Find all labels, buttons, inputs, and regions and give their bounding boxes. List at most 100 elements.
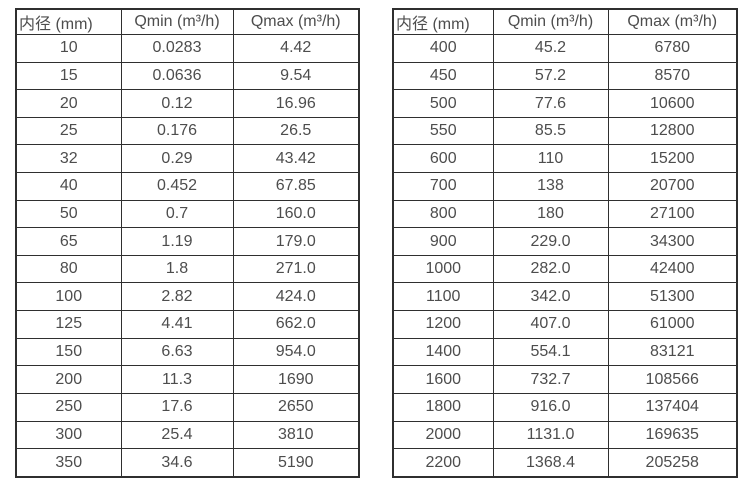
table-row: 800 180 27100 xyxy=(392,199,738,229)
table-cell: 50 xyxy=(15,199,122,229)
table-row: 125 4.41 662.0 xyxy=(15,310,360,339)
table-cell: 51300 xyxy=(607,282,738,312)
table-cell: 407.0 xyxy=(492,310,609,339)
table-cell: 800 xyxy=(392,199,494,229)
table-row: 700 138 20700 xyxy=(392,172,738,201)
table-row: 1000 282.0 42400 xyxy=(392,254,738,284)
table-row: 80 1.8 271.0 xyxy=(15,254,360,284)
table-cell: 4.41 xyxy=(120,310,234,339)
table-cell: 16.96 xyxy=(232,89,360,118)
table-cell: 1200 xyxy=(392,310,494,339)
table-cell: 0.29 xyxy=(120,144,234,174)
table-cell: 271.0 xyxy=(232,254,360,284)
table-cell: 1.19 xyxy=(120,227,234,256)
table-cell: 0.0283 xyxy=(120,34,234,63)
table-row: 20 0.12 16.96 xyxy=(15,89,360,118)
table-cell: 282.0 xyxy=(492,254,609,284)
table-row: 600 110 15200 xyxy=(392,144,738,174)
table-row: 250 17.6 2650 xyxy=(15,392,360,422)
table-row: 300 25.4 3810 xyxy=(15,420,360,450)
table-row: 550 85.5 12800 xyxy=(392,116,738,146)
table-cell: 57.2 xyxy=(492,61,609,91)
table-cell: 65 xyxy=(15,227,122,256)
table-cell: 1600 xyxy=(392,365,494,394)
table-cell: 450 xyxy=(392,61,494,91)
table-cell: 32 xyxy=(15,144,122,174)
table-cell: 10 xyxy=(15,34,122,63)
table-row: 450 57.2 8570 xyxy=(392,61,738,91)
flow-table-dn400-2200: 内径 (mm) Qmin (m³/h) Qmax (m³/h) 400 45.2 6… xyxy=(392,8,738,478)
table-cell: 15200 xyxy=(607,144,738,174)
table-cell: 150 xyxy=(15,337,122,367)
table-cell: 1400 xyxy=(392,337,494,367)
table-cell: 85.5 xyxy=(492,116,609,146)
table-cell: 15 xyxy=(15,61,122,91)
header-qmin: Qmin (m³/h) xyxy=(120,8,234,35)
table-cell: 229.0 xyxy=(492,227,609,256)
table-cell: 61000 xyxy=(607,310,738,339)
table-cell: 1131.0 xyxy=(492,420,609,450)
table-cell: 554.1 xyxy=(492,337,609,367)
table-cell: 6780 xyxy=(607,34,738,63)
table-body: 10 0.0283 4.42 15 0.0636 9.54 20 0.12 16.96 25 0.1… xyxy=(15,34,360,478)
table-cell: 9.54 xyxy=(232,61,360,91)
table-cell: 916.0 xyxy=(492,392,609,422)
table-cell: 11.3 xyxy=(120,365,234,394)
table-cell: 350 xyxy=(15,448,122,478)
header-qmin: Qmin (m³/h) xyxy=(492,8,609,35)
table-cell: 550 xyxy=(392,116,494,146)
table-cell: 600 xyxy=(392,144,494,174)
table-row: 40 0.452 67.85 xyxy=(15,172,360,201)
table-cell: 137404 xyxy=(607,392,738,422)
table-cell: 34.6 xyxy=(120,448,234,478)
table-cell: 1368.4 xyxy=(492,448,609,478)
table-row: 900 229.0 34300 xyxy=(392,227,738,256)
header-inner-diameter: 内径 (mm) xyxy=(15,8,122,35)
table-cell: 20 xyxy=(15,89,122,118)
table-cell: 34300 xyxy=(607,227,738,256)
table-row: 100 2.82 424.0 xyxy=(15,282,360,312)
table-cell: 250 xyxy=(15,392,122,422)
table-row: 400 45.2 6780 xyxy=(392,34,738,63)
table-body: 400 45.2 6780 450 57.2 8570 500 77.6 10600 550 85.… xyxy=(392,34,738,478)
table-cell: 0.176 xyxy=(120,116,234,146)
table-cell: 900 xyxy=(392,227,494,256)
header-inner-diameter: 内径 (mm) xyxy=(392,8,494,35)
table-cell: 6.63 xyxy=(120,337,234,367)
table-cell: 5190 xyxy=(232,448,360,478)
table-row: 500 77.6 10600 xyxy=(392,89,738,118)
table-row: 50 0.7 160.0 xyxy=(15,199,360,229)
table-cell: 400 xyxy=(392,34,494,63)
table-row: 1200 407.0 61000 xyxy=(392,310,738,339)
table-cell: 0.452 xyxy=(120,172,234,201)
table-cell: 424.0 xyxy=(232,282,360,312)
table-row: 25 0.176 26.5 xyxy=(15,116,360,146)
table-cell: 1690 xyxy=(232,365,360,394)
table-cell: 179.0 xyxy=(232,227,360,256)
table-cell: 4.42 xyxy=(232,34,360,63)
table-cell: 42400 xyxy=(607,254,738,284)
table-cell: 77.6 xyxy=(492,89,609,118)
table-cell: 67.85 xyxy=(232,172,360,201)
table-cell: 300 xyxy=(15,420,122,450)
table-row: 2200 1368.4 205258 xyxy=(392,448,738,478)
table-cell: 0.7 xyxy=(120,199,234,229)
header-row: 内径 (mm) Qmin (m³/h) Qmax (m³/h) xyxy=(392,8,738,35)
table-cell: 0.12 xyxy=(120,89,234,118)
table-cell: 125 xyxy=(15,310,122,339)
table-cell: 8570 xyxy=(607,61,738,91)
table-row: 65 1.19 179.0 xyxy=(15,227,360,256)
table-cell: 2000 xyxy=(392,420,494,450)
table-cell: 1.8 xyxy=(120,254,234,284)
table-row: 1100 342.0 51300 xyxy=(392,282,738,312)
table-row: 1400 554.1 83121 xyxy=(392,337,738,367)
table-cell: 662.0 xyxy=(232,310,360,339)
table-cell: 1800 xyxy=(392,392,494,422)
table-cell: 169635 xyxy=(607,420,738,450)
table-row: 10 0.0283 4.42 xyxy=(15,34,360,63)
table-cell: 100 xyxy=(15,282,122,312)
table-cell: 138 xyxy=(492,172,609,201)
table-cell: 0.0636 xyxy=(120,61,234,91)
table-cell: 954.0 xyxy=(232,337,360,367)
